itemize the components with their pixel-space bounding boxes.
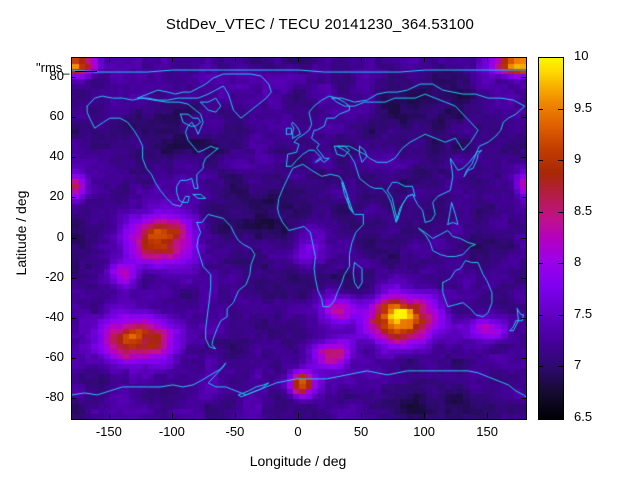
y-tick-mark [521,157,526,159]
colorbar-tick-mark [558,211,563,213]
x-tick-label: 100 [413,424,435,439]
y-axis-label: Latitude / deg [13,190,29,276]
y-tick-mark [521,237,526,239]
colorbar-tick-label: 10 [574,48,589,63]
colorbar-tick-mark [538,211,543,213]
y-tick-mark [71,77,76,79]
x-tick-label: -150 [95,424,122,439]
y-tick-label: 40 [49,148,64,164]
y-tick-mark [521,197,526,199]
y-tick-mark [521,357,526,359]
y-tick-mark [521,277,526,279]
x-tick-label: 0 [294,424,302,439]
y-tick-mark [521,77,526,79]
x-tick-mark [487,413,489,418]
colorbar [538,57,564,420]
x-tick-mark [234,413,236,418]
y-tick-mark [521,317,526,319]
colorbar-tick-label: 7 [574,357,582,373]
y-tick-mark [71,197,76,199]
plot-key-line [75,71,97,72]
x-tick-mark [487,57,489,62]
colorbar-tick-mark [538,366,543,368]
y-tick-label: -40 [45,308,64,324]
colorbar-tick-label: 9 [574,151,582,167]
y-tick-mark [71,157,76,159]
y-tick-mark [71,117,76,119]
colorbar-tick-mark [558,108,563,110]
y-tick-label: 0 [56,228,64,244]
x-tick-mark [108,413,110,418]
page-title: StdDev_VTEC / TECU 20141230_364.53100 [165,16,475,33]
y-tick-mark [521,397,526,399]
colorbar-tick-mark [538,263,543,265]
x-tick-mark [108,57,110,62]
y-tick-label: -80 [45,388,64,404]
y-tick-label: 80 [49,68,64,84]
colorbar-tick-label: 9.5 [574,99,593,115]
colorbar-tick-mark [558,160,563,162]
x-tick-mark [234,57,236,62]
x-tick-mark [361,57,363,62]
x-tick-label: -100 [158,424,185,439]
y-tick-label: 20 [49,188,64,204]
colorbar-tick-mark [538,314,543,316]
y-tick-label: 60 [49,108,64,124]
x-tick-label: 150 [476,424,498,439]
y-tick-mark [521,117,526,119]
x-tick-mark [298,413,299,418]
colorbar-tick-mark [538,160,543,162]
y-tick-mark [71,357,76,359]
x-tick-mark [171,413,173,418]
colorbar-tick-mark [558,366,563,368]
y-tick-mark [71,317,76,319]
heatmap-plot-area [71,57,527,420]
x-tick-mark [361,413,363,418]
x-axis-label: Longitude / deg [249,453,347,469]
x-tick-label: -50 [225,424,245,439]
x-tick-label: 50 [353,424,369,439]
colorbar-tick-label: 8 [574,254,582,270]
x-tick-mark [298,57,299,62]
colorbar-tick-mark [558,314,563,316]
coastline-overlay [72,58,526,419]
colorbar-tick-label: 8.5 [574,202,593,218]
colorbar-tick-label: 7.5 [574,305,593,321]
y-tick-label: -60 [45,348,64,364]
colorbar-tick-mark [558,263,563,265]
x-tick-mark [424,57,426,62]
x-tick-mark [424,413,426,418]
y-tick-mark [71,397,76,399]
y-tick-mark [71,237,76,239]
colorbar-tick-mark [538,108,543,110]
plot-key-label: "rms_ [36,60,70,75]
x-tick-mark [171,57,173,62]
y-tick-label: -20 [45,268,64,284]
colorbar-tick-label: 6.5 [574,409,593,424]
y-tick-mark [71,277,76,279]
